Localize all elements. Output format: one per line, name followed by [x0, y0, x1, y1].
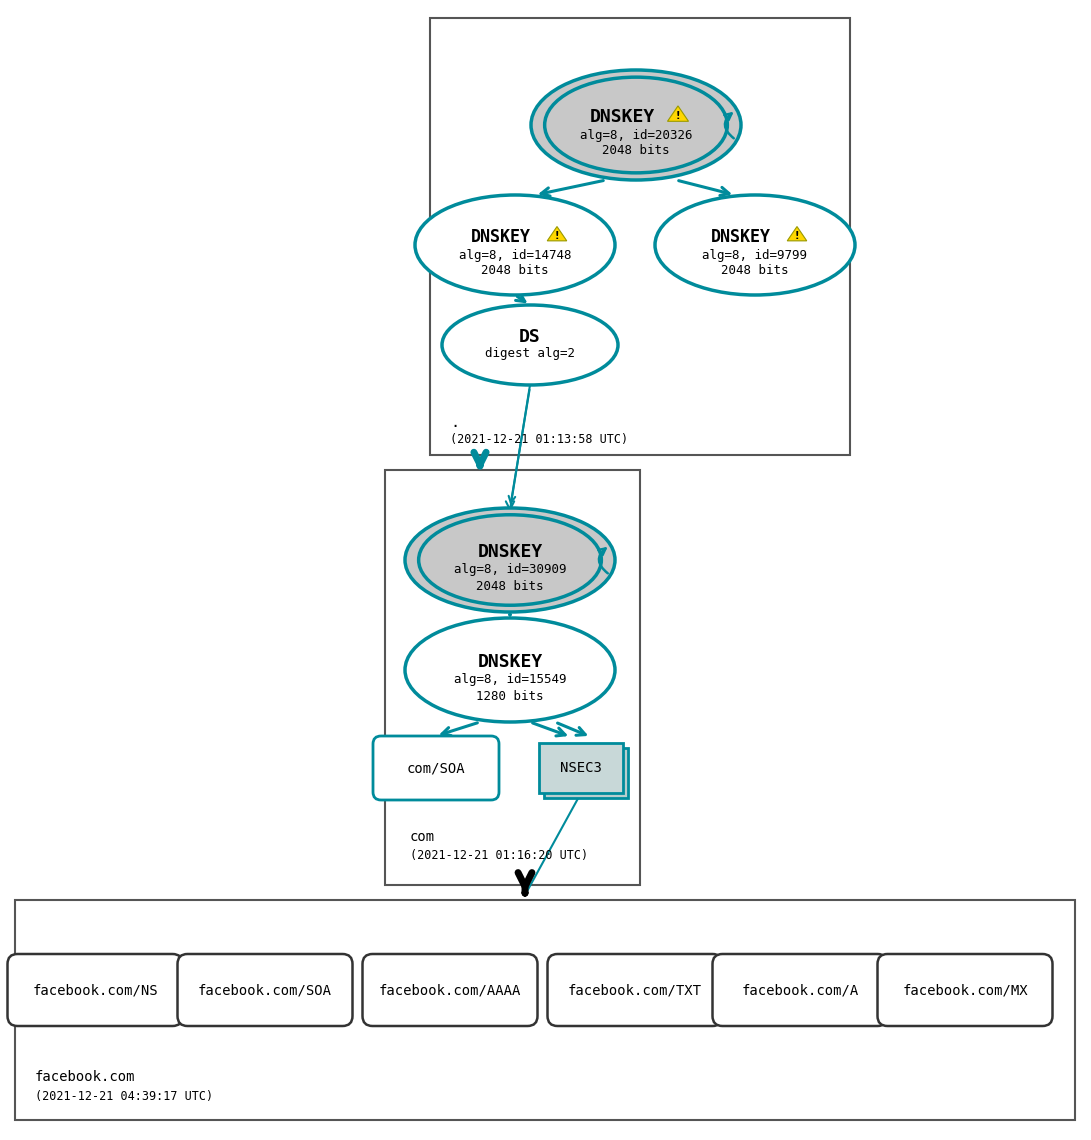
Text: DNSKEY: DNSKEY — [478, 653, 542, 671]
FancyBboxPatch shape — [539, 743, 623, 793]
Text: 2048 bits: 2048 bits — [477, 579, 543, 593]
Polygon shape — [668, 106, 688, 121]
Text: alg=8, id=20326: alg=8, id=20326 — [579, 129, 693, 141]
Text: alg=8, id=15549: alg=8, id=15549 — [454, 674, 566, 686]
FancyBboxPatch shape — [544, 748, 628, 798]
FancyBboxPatch shape — [8, 954, 182, 1026]
Ellipse shape — [544, 78, 728, 173]
Text: 2048 bits: 2048 bits — [481, 264, 549, 277]
FancyBboxPatch shape — [877, 954, 1053, 1026]
Text: (2021-12-21 01:13:58 UTC): (2021-12-21 01:13:58 UTC) — [449, 433, 628, 446]
Ellipse shape — [442, 306, 618, 385]
Polygon shape — [788, 227, 806, 241]
Text: alg=8, id=14748: alg=8, id=14748 — [458, 249, 572, 261]
Text: (2021-12-21 04:39:17 UTC): (2021-12-21 04:39:17 UTC) — [35, 1090, 213, 1104]
Text: 2048 bits: 2048 bits — [602, 145, 670, 157]
Ellipse shape — [531, 70, 741, 180]
Text: DNSKEY: DNSKEY — [589, 108, 655, 127]
FancyBboxPatch shape — [373, 736, 499, 800]
Text: com/SOA: com/SOA — [407, 762, 466, 775]
Text: facebook.com/MX: facebook.com/MX — [902, 983, 1028, 998]
Text: DNSKEY: DNSKEY — [711, 228, 771, 246]
Ellipse shape — [405, 508, 615, 612]
Text: DNSKEY: DNSKEY — [471, 228, 531, 246]
Text: facebook.com/NS: facebook.com/NS — [33, 983, 158, 998]
Text: digest alg=2: digest alg=2 — [485, 348, 575, 360]
Ellipse shape — [405, 618, 615, 722]
Text: (2021-12-21 01:16:20 UTC): (2021-12-21 01:16:20 UTC) — [410, 849, 588, 862]
Text: DNSKEY: DNSKEY — [478, 543, 542, 561]
Text: .: . — [449, 415, 459, 430]
Text: NSEC3: NSEC3 — [560, 762, 602, 775]
Text: facebook.com: facebook.com — [35, 1070, 135, 1084]
Text: facebook.com/SOA: facebook.com/SOA — [197, 983, 332, 998]
Bar — [15, 899, 1075, 1119]
Ellipse shape — [655, 195, 855, 295]
Ellipse shape — [415, 195, 615, 295]
FancyBboxPatch shape — [712, 954, 887, 1026]
Text: !: ! — [794, 231, 800, 242]
Text: alg=8, id=9799: alg=8, id=9799 — [703, 249, 807, 261]
Ellipse shape — [419, 515, 601, 605]
Text: alg=8, id=30909: alg=8, id=30909 — [454, 563, 566, 577]
Bar — [430, 18, 850, 455]
Text: facebook.com/TXT: facebook.com/TXT — [568, 983, 702, 998]
Text: facebook.com/AAAA: facebook.com/AAAA — [379, 983, 521, 998]
FancyBboxPatch shape — [178, 954, 352, 1026]
Text: com: com — [410, 830, 435, 844]
Polygon shape — [548, 227, 566, 241]
Text: 2048 bits: 2048 bits — [721, 264, 789, 277]
Text: !: ! — [554, 231, 560, 242]
Text: facebook.com/A: facebook.com/A — [742, 983, 859, 998]
Text: DS: DS — [519, 328, 541, 347]
Text: 1280 bits: 1280 bits — [477, 690, 543, 702]
Bar — [385, 470, 640, 885]
FancyBboxPatch shape — [362, 954, 538, 1026]
FancyBboxPatch shape — [548, 954, 722, 1026]
Text: !: ! — [675, 112, 681, 121]
